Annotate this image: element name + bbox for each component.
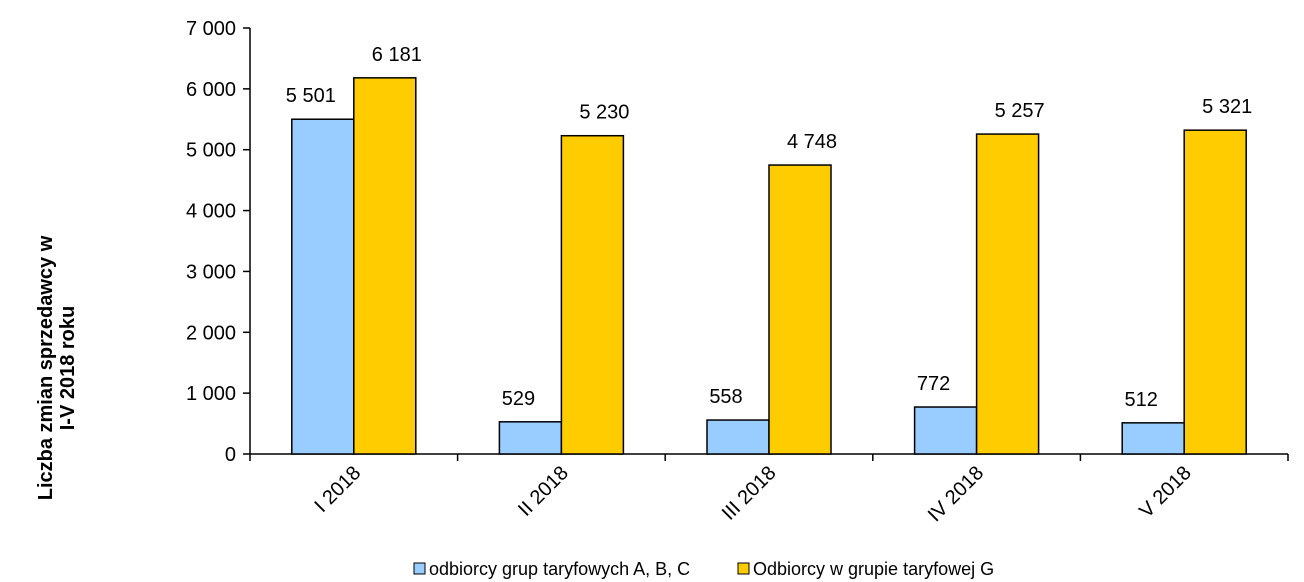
x-tick-label: I 2018 [310,462,365,517]
y-axis: 0 1 000 2 000 3 000 4 000 5 000 6 000 7 000 [186,18,251,466]
data-label: 6 181 [372,44,422,66]
legend: odbiorcy grup taryfowych A, B, C Odbiorcy… [413,559,994,579]
x-tick-label: V 2018 [1135,462,1195,522]
data-label: 5 230 [579,102,629,124]
bars: 5 501 6 181 529 5 230 558 4 748 772 5 257 512 5 3… [286,44,1252,455]
data-label: 529 [502,388,535,410]
legend-swatch [737,562,750,575]
y-axis-title-line-1: Liczba zmian sprzedawcy w [35,235,57,500]
y-tick-label: 1 000 [186,383,236,405]
bar-series-1 [291,118,355,455]
data-label: 5 501 [286,85,336,107]
y-tick-label: 5 000 [186,140,236,162]
legend-label: Odbiorcy w grupie taryfowej G [753,559,994,579]
y-tick-label: 6 000 [186,79,236,101]
y-axis-title-line-2: I-V 2018 roku [57,306,79,431]
x-tick-label: II 2018 [514,462,573,521]
bar-series-1 [498,421,563,455]
y-tick-label: 2 000 [186,322,236,344]
bar-series-2 [353,77,417,455]
y-axis-label: Liczba zmian sprzedawcy w I-V 2018 roku [35,235,79,500]
legend-swatch [413,562,426,575]
data-label: 5 321 [1202,96,1252,118]
bar-series-1 [913,406,978,455]
bar-series-2 [975,133,1040,455]
bar-series-1 [1121,422,1185,455]
bar-series-2 [560,134,625,455]
data-label: 4 748 [787,131,837,153]
bar-series-1 [706,419,770,455]
y-tick-label: 7 000 [186,18,236,40]
bar-series-2 [768,164,832,455]
y-tick-label: 4 000 [186,201,236,223]
legend-label: odbiorcy grup taryfowych A, B, C [429,559,690,579]
data-label: 5 257 [995,100,1045,122]
data-label: 512 [1125,389,1158,411]
bar-series-2 [1183,129,1247,455]
x-tick-label: IV 2018 [924,462,988,526]
y-tick-label: 0 [225,444,236,466]
y-tick-label: 3 000 [186,261,236,283]
data-label: 558 [709,386,742,408]
data-label: 772 [917,373,950,395]
x-tick-label: III 2018 [718,462,781,525]
x-axis: I 2018 II 2018 III 2018 IV 2018 V 2018 [249,453,1289,526]
